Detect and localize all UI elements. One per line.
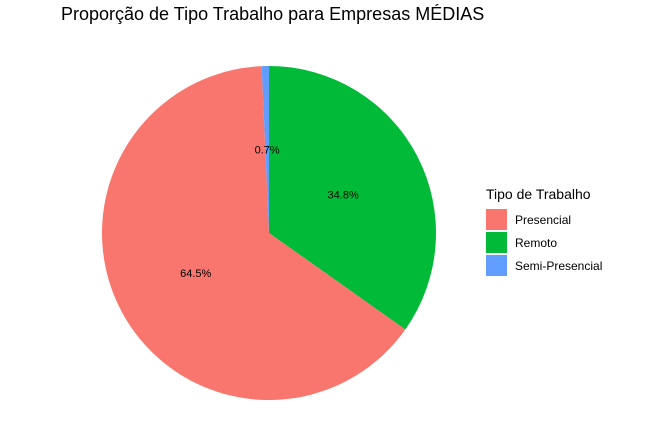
legend-item-presencial: Presencial [486, 208, 602, 231]
pie-slices [101, 66, 436, 400]
legend-label-semi-presencial: Semi-Presencial [515, 258, 603, 273]
legend-label-remoto: Remoto [515, 235, 558, 250]
slice-label-remoto: 34.8% [328, 190, 359, 202]
legend-item-remoto: Remoto [486, 231, 602, 254]
pie-slice-labels: 34.8% 64.5% 0.7% [180, 145, 359, 280]
pie-slice-semi-presencial [261, 66, 269, 233]
pie-slice-presencial [101, 66, 406, 400]
legend-swatch-presencial [486, 209, 507, 230]
legend-swatch-remoto [486, 232, 507, 253]
slice-label-presencial: 64.5% [180, 268, 211, 280]
legend-item-semi-presencial: Semi-Presencial [486, 254, 602, 277]
legend-swatch-semi-presencial [486, 255, 507, 276]
pie-slice-remoto [269, 66, 436, 330]
slice-label-semi-presencial: 0.7% [255, 145, 280, 157]
chart-title: Proporção de Tipo Trabalho para Empresas… [61, 4, 485, 24]
legend-title: Tipo de Trabalho [486, 186, 591, 202]
legend-label-presencial: Presencial [515, 212, 572, 227]
legend: Tipo de Trabalho Presencial Remoto Semi-… [486, 186, 602, 277]
